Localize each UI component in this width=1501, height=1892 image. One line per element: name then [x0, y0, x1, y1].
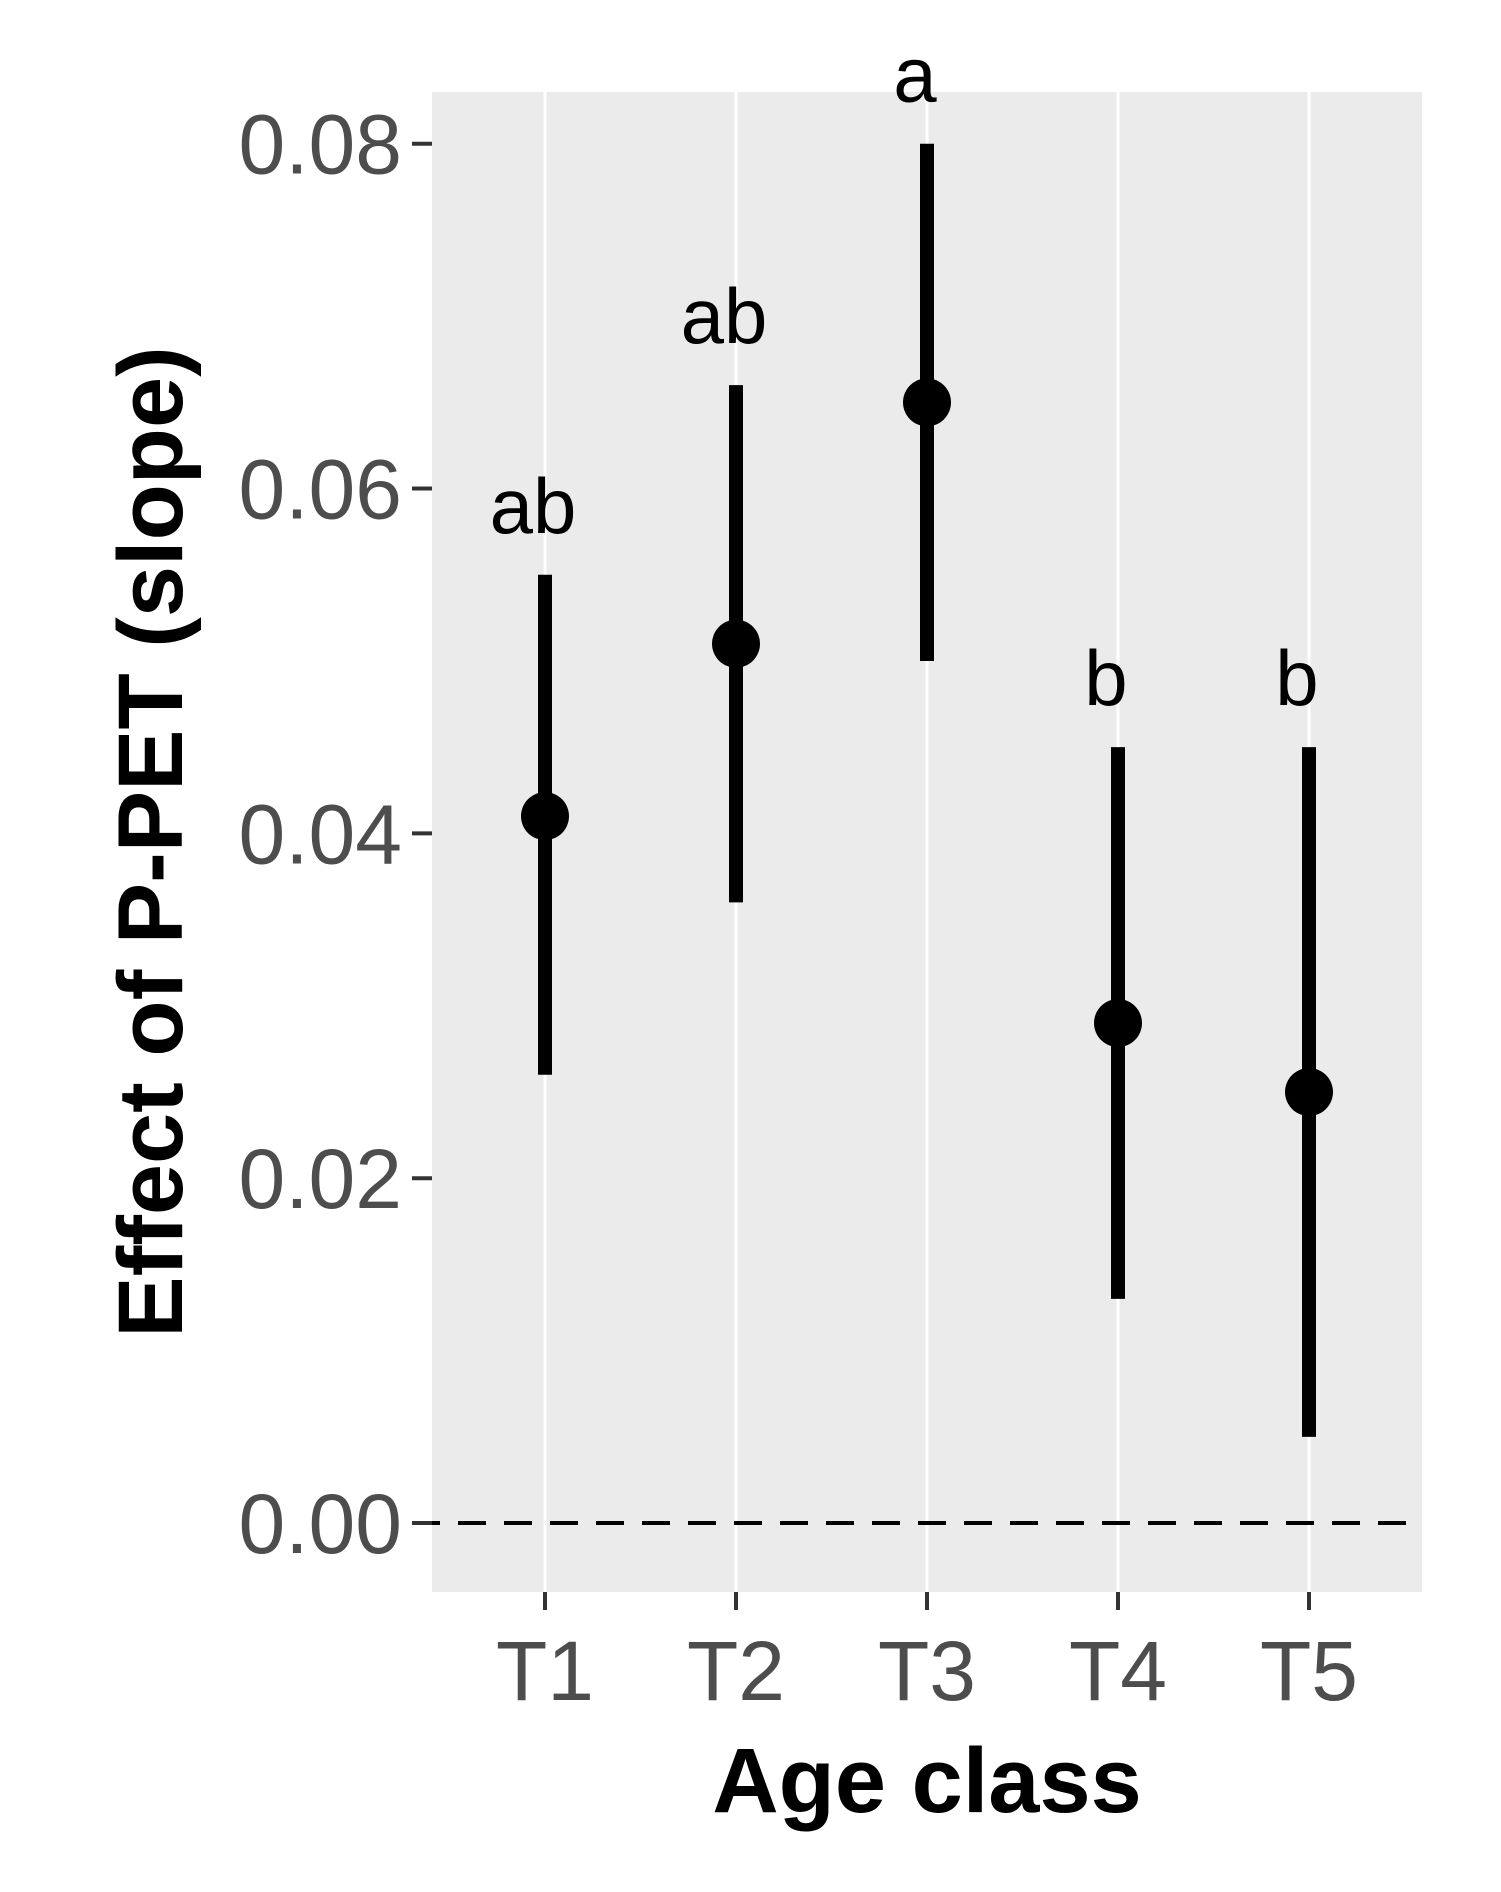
y-axis-title: Effect of P-PET (slope) — [100, 346, 202, 1338]
sig-letter-t3: a — [893, 31, 937, 119]
point-estimates — [521, 378, 1333, 1116]
sig-letter-t5: b — [1275, 634, 1318, 722]
x-axis-title: Age class — [712, 1730, 1142, 1832]
point-t3 — [903, 378, 951, 427]
y-axis: 0.00 0.02 0.04 0.06 0.08 — [239, 98, 432, 1571]
x-tick-label-t5: T5 — [1260, 1624, 1358, 1718]
sig-letter-t2: ab — [681, 272, 768, 360]
y-tick-label: 0.00 — [239, 1477, 403, 1571]
y-tick-label: 0.04 — [239, 787, 403, 881]
sig-letter-t1: ab — [490, 462, 577, 550]
x-tick-label-t1: T1 — [496, 1624, 594, 1718]
point-t1 — [521, 792, 569, 841]
x-tick-label-t2: T2 — [687, 1624, 785, 1718]
x-tick-label-t3: T3 — [878, 1624, 976, 1718]
point-t5 — [1285, 1068, 1333, 1116]
y-tick-label: 0.02 — [239, 1132, 403, 1226]
y-tick-label: 0.08 — [239, 98, 403, 192]
sig-letter-t4: b — [1084, 634, 1127, 722]
x-tick-label-t4: T4 — [1069, 1624, 1167, 1718]
y-tick-label: 0.06 — [239, 443, 403, 537]
point-t4 — [1094, 999, 1142, 1048]
point-t2 — [712, 619, 760, 668]
x-axis: T1 T2 T3 T4 T5 — [496, 1592, 1358, 1718]
